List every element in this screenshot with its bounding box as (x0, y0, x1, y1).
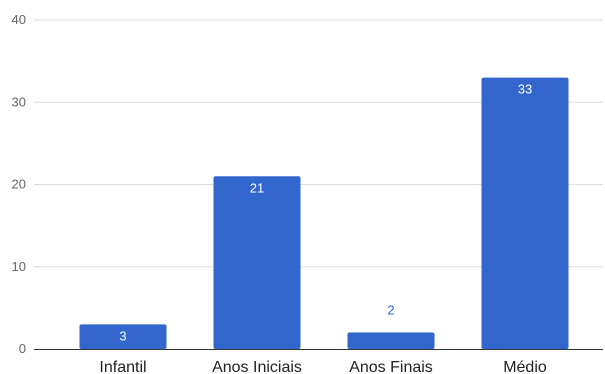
data-label: 2 (387, 303, 394, 318)
x-tick-label: Anos Iniciais (212, 359, 302, 374)
y-tick-label: 20 (12, 177, 26, 192)
data-label: 3 (119, 328, 126, 343)
y-tick-label: 10 (12, 259, 26, 274)
x-tick-label: Anos Finais (349, 359, 433, 374)
y-axis-ticks: 0 10 20 30 40 (12, 12, 26, 356)
y-tick-label: 30 (12, 94, 26, 109)
data-label: 33 (518, 82, 532, 97)
x-tick-label: Infantil (99, 359, 146, 374)
bar[interactable] (79, 324, 167, 349)
y-tick-label: 40 (12, 12, 26, 27)
x-axis-ticks: Infantil Anos Iniciais Anos Finais Médio (99, 359, 546, 374)
x-tick-label: Médio (503, 359, 547, 374)
bar[interactable] (347, 332, 435, 349)
bar[interactable] (213, 176, 301, 349)
y-tick-label: 0 (19, 341, 26, 356)
data-labels: 3 21 2 33 (119, 82, 532, 344)
bars (79, 77, 569, 349)
bar[interactable] (481, 77, 569, 349)
data-label: 21 (250, 180, 264, 195)
